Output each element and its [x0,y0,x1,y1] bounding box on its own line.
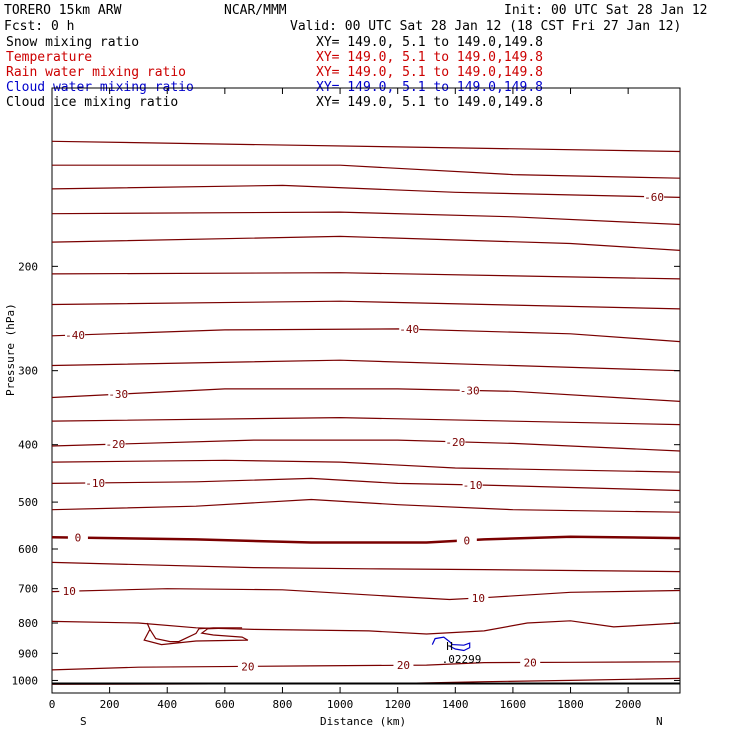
xy-cloudice: XY= 149.0, 5.1 to 149.0,149.8 [316,95,543,110]
cloud-water-layer: H.02299 [431,636,482,666]
isotherm-line [51,439,681,452]
y-tick-label: 600 [18,543,38,556]
isotherm-line [51,661,681,671]
y-tick-label: 700 [18,583,38,596]
isotherm-label-bg [108,388,129,401]
isotherm-line [143,622,249,646]
isotherm-line [51,477,681,492]
xy-temperature: XY= 149.0, 5.1 to 149.0,149.8 [316,50,543,65]
y-tick-label: 300 [18,365,38,378]
isotherm-label-bg [644,190,665,203]
isotherm-label-bg [393,659,414,672]
cloud-water-max-marker: H [446,640,453,653]
x-tick-label: 1400 [442,698,469,711]
isotherm-label: -20 [105,438,125,451]
isotherm-line [51,561,681,573]
isotherm-line [51,184,681,198]
isotherm-line [51,359,681,372]
x-tick-label: 1800 [557,698,584,711]
field-rain-label: Rain water mixing ratio [6,65,186,80]
isotherm-label-bg [237,660,258,673]
xy-rain: XY= 149.0, 5.1 to 149.0,149.8 [316,65,543,80]
isotherm-label: 10 [472,592,485,605]
isotherm-label-bg [462,478,483,491]
cloud-water-max-value: .02299 [442,653,482,666]
y-tick-label: 200 [18,260,38,273]
isotherm-layer: -60 -40 -40 -30 -30 -20 -20 -10 -10 0 0 10 10 20 20 20 [51,140,681,685]
isotherm-label-bg [59,585,80,598]
isotherm-label: 0 [464,534,471,547]
field-snow-label: Snow mixing ratio [6,35,139,50]
center-label: NCAR/MMM [224,3,287,18]
x-tick-label: 1000 [327,698,354,711]
isotherm-label-bg [399,323,420,336]
cloud-water-contour [431,636,471,652]
model-label: TORERO 15km ARW [4,3,122,18]
isotherm-line [51,211,681,226]
isotherm-label: -40 [399,323,419,336]
x-tick-label: 600 [215,698,235,711]
x-tick-label: 1200 [384,698,411,711]
isotherm-line [51,300,681,310]
x-tick-label: 1600 [500,698,527,711]
y-tick-label: 1000 [12,674,39,687]
isotherm-label-bg [445,435,466,448]
field-temperature-label: Temperature [6,50,92,65]
isotherm-label: 20 [524,656,537,669]
x-axis-label: Distance (km) [320,715,406,728]
isotherm-label-bg [85,476,106,489]
isotherm-line [51,588,681,601]
isotherm-label: 10 [63,585,76,598]
isotherm-label-bg [65,329,86,342]
isotherm-label: 20 [241,660,254,673]
x-end-label-left: S [80,715,87,728]
isotherm-label: -60 [644,191,664,204]
plot-frame [51,87,681,694]
isotherm-label-bg [520,656,541,669]
y-tick-label: 400 [18,439,38,452]
isotherm-line [51,535,681,544]
isotherm-line [51,416,681,426]
valid-label: Valid: 00 UTC Sat 28 Jan 12 (18 CST Fri … [290,19,681,34]
isotherm-line [51,498,681,513]
isotherm-label-bg [468,591,489,604]
isotherm-line [52,164,681,179]
isotherm-line [51,272,681,280]
isotherm-label-bg [105,438,126,451]
isotherm-label-bg [459,384,480,397]
isotherm-label: -10 [463,479,483,492]
x-tick-label: 0 [49,698,56,711]
x-end-label-right: N [656,715,663,728]
x-tick-label: 2000 [615,698,642,711]
y-tick-label: 800 [18,617,38,630]
isotherm-line [51,328,681,343]
isotherm-line [51,459,681,473]
isotherm-line [51,620,681,635]
isotherm-label: 20 [397,659,410,672]
isotherm-label: -30 [108,388,128,401]
isotherm-label: -20 [445,436,465,449]
isotherm-line [51,388,681,402]
isotherm-label: -10 [85,477,105,490]
isotherm-line [51,140,681,153]
isotherm-label-bg [67,531,88,544]
y-tick-label: 500 [18,496,38,509]
xy-black-1: XY= 149.0, 5.1 to 149.0,149.8 [316,35,543,50]
x-tick-label: 800 [273,698,293,711]
y-axis-label: Pressure (hPa) [4,303,17,396]
isotherm-label: -30 [460,384,480,397]
x-tick-label: 400 [157,698,177,711]
field-cloudice-label: Cloud ice mixing ratio [6,95,178,110]
isotherm-label-bg [456,534,477,547]
isotherm-label: -40 [65,329,85,342]
isotherm-line [51,235,681,251]
isotherm-label: 0 [75,532,82,545]
fcst-label: Fcst: 0 h [4,19,74,34]
x-tick-label: 200 [100,698,120,711]
y-tick-label: 900 [18,647,38,660]
init-label: Init: 00 UTC Sat 28 Jan 12 [504,3,708,18]
